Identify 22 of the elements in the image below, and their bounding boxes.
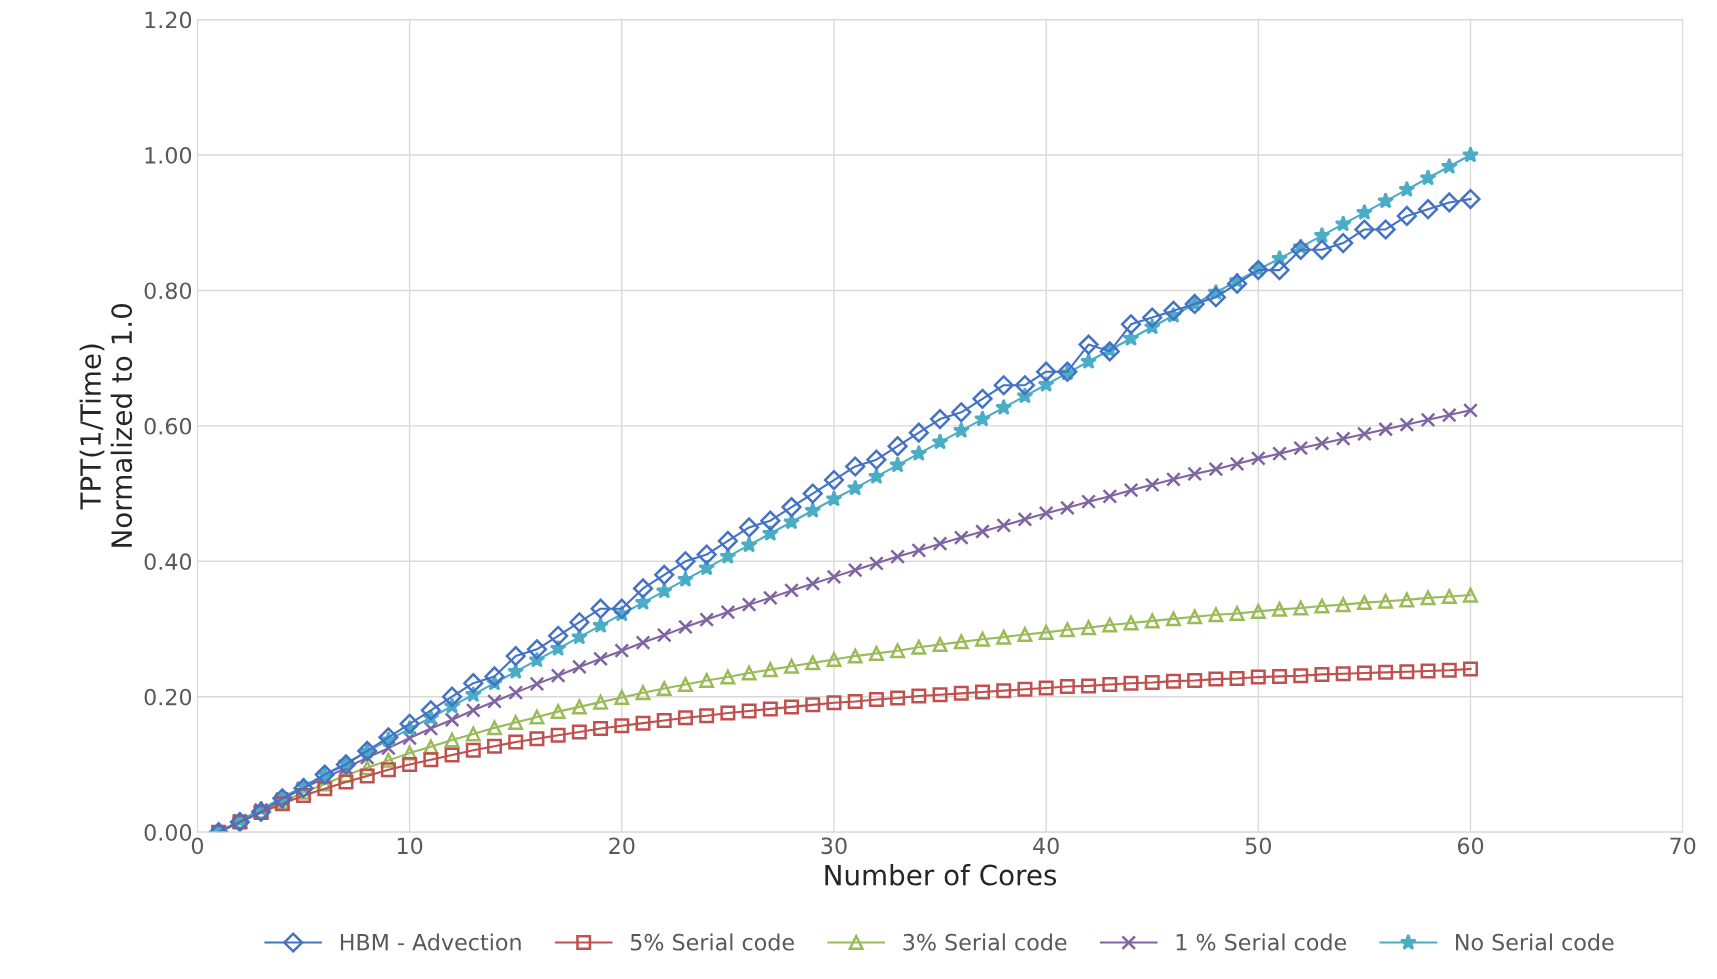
y-tick-label: 0.20 bbox=[144, 688, 192, 706]
legend-label: 1 % Serial code bbox=[1176, 933, 1347, 951]
x-axis-title: Number of Cores bbox=[825, 864, 1057, 886]
y-axis-title: TPT(1/Time) Normalized to 1.0 bbox=[79, 304, 133, 547]
legend-label: 3% Serial code bbox=[903, 933, 1067, 951]
y-tick-label: 0.80 bbox=[144, 282, 192, 300]
x-tick-label: 60 bbox=[1457, 837, 1484, 855]
y-tick-label: 0.40 bbox=[144, 553, 192, 571]
x-tick-label: 40 bbox=[1033, 837, 1059, 855]
y-tick-label: 1.20 bbox=[145, 11, 192, 29]
y-tick-label: 0.60 bbox=[144, 417, 192, 435]
x-tick-label: 50 bbox=[1245, 837, 1271, 855]
x-tick-label: 0 bbox=[191, 837, 204, 855]
y-tick-label: 1.00 bbox=[145, 146, 192, 164]
legend-label: HBM - Advection bbox=[340, 933, 521, 951]
legend-label: No Serial code bbox=[1456, 933, 1614, 951]
y-tick-label: 0.00 bbox=[144, 824, 192, 841]
legend-label: 5% Serial code bbox=[630, 933, 794, 951]
x-tick-label: 20 bbox=[609, 837, 635, 855]
x-tick-label: 30 bbox=[821, 837, 847, 855]
x-tick-label: 10 bbox=[397, 837, 423, 855]
x-tick-label: 70 bbox=[1670, 837, 1696, 855]
